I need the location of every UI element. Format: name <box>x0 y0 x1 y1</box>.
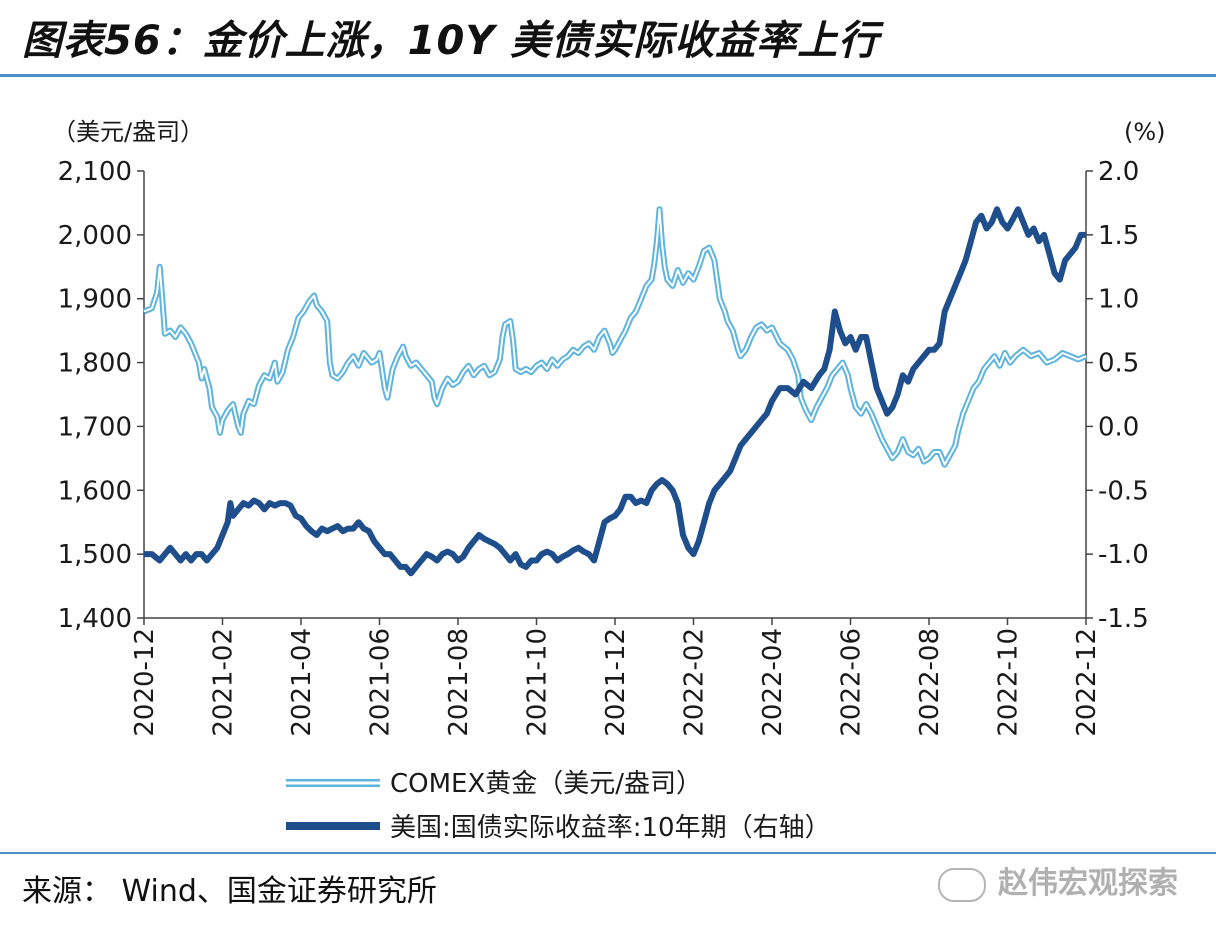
series-group <box>142 206 1088 577</box>
right-tick-label: -1.0 <box>1098 540 1149 570</box>
axes-group: 1,400 1,500 1,600 1,700 1,800 1,900 2,000 2,100… <box>58 157 1149 737</box>
right-tick-label: 2.0 <box>1098 157 1139 187</box>
left-unit-label: （美元/盎司） <box>52 118 204 146</box>
legend-label-gold: COMEX黄金（美元/盎司） <box>390 769 702 799</box>
right-tick-label: 1.5 <box>1098 221 1139 251</box>
x-tick-label: 2022-08 <box>915 628 945 737</box>
watermark-text: 赵伟宏观探索 <box>998 866 1178 901</box>
left-tick-label: 2,100 <box>58 157 132 187</box>
legend-label-real-yield: 美国:国债实际收益率:10年期（右轴） <box>390 813 831 843</box>
x-tick-label: 2020-12 <box>130 628 160 737</box>
right-tick-label: 0.0 <box>1098 412 1139 442</box>
x-tick-label: 2021-08 <box>444 628 474 737</box>
x-tick-label: 2021-06 <box>366 628 396 737</box>
bottom-divider <box>0 852 1216 854</box>
x-tick-label: 2022-02 <box>680 628 710 737</box>
legend: COMEX黄金（美元/盎司） 美国:国债实际收益率:10年期（右轴） <box>286 769 831 843</box>
x-tick-label: 2022-06 <box>837 628 867 737</box>
real-yield-series-line <box>144 206 1086 577</box>
x-tick-label: 2022-10 <box>994 628 1024 737</box>
top-divider <box>0 74 1216 77</box>
right-tick-label: 1.0 <box>1098 285 1139 315</box>
right-unit-label: (%) <box>1124 118 1166 146</box>
source-note: 来源： Wind、国金证券研究所 <box>22 874 437 909</box>
left-tick-label: 1,500 <box>58 540 132 570</box>
right-tick-label: 0.5 <box>1098 349 1139 379</box>
watermark: 赵伟宏观探索 <box>938 858 1178 902</box>
left-tick-label: 1,800 <box>58 349 132 379</box>
left-tick-label: 2,000 <box>58 221 132 251</box>
gold-series-line-inner <box>143 208 1087 466</box>
wechat-icon <box>938 867 986 902</box>
right-tick-label: -1.5 <box>1098 604 1149 634</box>
left-tick-label: 1,900 <box>58 285 132 315</box>
gold-series-line <box>142 206 1088 468</box>
right-tick-label: -0.5 <box>1098 476 1149 506</box>
left-tick-label: 1,700 <box>58 412 132 442</box>
left-tick-label: 1,600 <box>58 476 132 506</box>
x-tick-label: 2021-02 <box>209 628 239 737</box>
left-tick-label: 1,400 <box>58 604 132 634</box>
x-tick-label: 2021-12 <box>601 628 631 737</box>
page-title: 图表56：金价上涨，10Y 美债实际收益率上行 <box>22 18 880 64</box>
x-tick-label: 2022-12 <box>1072 628 1102 737</box>
x-tick-label: 2021-10 <box>523 628 553 737</box>
x-tick-label: 2022-04 <box>758 628 788 737</box>
x-tick-label: 2021-04 <box>287 628 317 737</box>
